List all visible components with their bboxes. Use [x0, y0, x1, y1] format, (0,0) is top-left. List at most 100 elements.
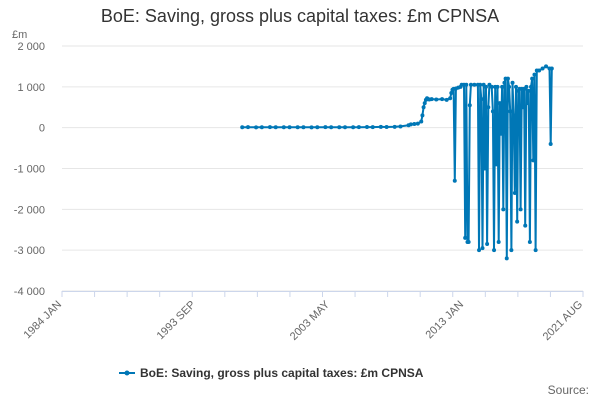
data-point[interactable]: [444, 97, 449, 102]
data-point[interactable]: [421, 105, 426, 110]
legend-label[interactable]: BoE: Saving, gross plus capital taxes: £…: [140, 366, 424, 380]
data-point[interactable]: [412, 121, 417, 126]
data-point[interactable]: [508, 109, 513, 114]
data-point[interactable]: [548, 142, 553, 146]
data-point[interactable]: [483, 84, 488, 89]
data-point[interactable]: [513, 84, 518, 89]
data-point[interactable]: [463, 235, 468, 240]
data-point[interactable]: [505, 76, 510, 81]
data-point[interactable]: [526, 88, 531, 93]
data-point[interactable]: [356, 125, 361, 130]
data-point[interactable]: [259, 125, 264, 130]
data-point[interactable]: [267, 125, 272, 130]
data-point[interactable]: [351, 125, 356, 130]
data-point[interactable]: [509, 248, 514, 253]
data-point[interactable]: [370, 125, 375, 130]
data-point[interactable]: [448, 96, 453, 101]
data-point[interactable]: [309, 125, 314, 130]
data-point[interactable]: [281, 125, 286, 130]
data-point[interactable]: [494, 162, 499, 167]
data-point[interactable]: [531, 158, 536, 163]
data-point[interactable]: [537, 68, 542, 73]
data-point[interactable]: [440, 97, 445, 102]
data-point[interactable]: [273, 125, 278, 130]
data-point[interactable]: [419, 119, 424, 124]
data-point[interactable]: [452, 178, 457, 183]
y-tick-label: 0: [39, 123, 45, 135]
data-point[interactable]: [533, 248, 538, 253]
data-point[interactable]: [464, 82, 469, 87]
data-point[interactable]: [540, 66, 545, 71]
data-point[interactable]: [245, 125, 250, 130]
data-point[interactable]: [323, 125, 328, 130]
data-point[interactable]: [472, 82, 477, 87]
data-point[interactable]: [496, 240, 501, 244]
data-point[interactable]: [485, 242, 490, 247]
data-point[interactable]: [544, 64, 549, 69]
data-point[interactable]: [524, 84, 529, 89]
data-point[interactable]: [510, 80, 515, 85]
data-point[interactable]: [479, 97, 484, 102]
data-point[interactable]: [500, 84, 505, 89]
data-point[interactable]: [301, 125, 306, 130]
legend-marker: [124, 370, 130, 376]
data-point[interactable]: [422, 101, 427, 106]
data-point[interactable]: [408, 122, 413, 127]
data-point[interactable]: [520, 105, 525, 110]
data-point[interactable]: [482, 166, 487, 171]
data-point[interactable]: [507, 84, 512, 89]
data-point[interactable]: [515, 219, 520, 224]
data-point[interactable]: [549, 66, 554, 71]
data-point[interactable]: [429, 97, 434, 102]
data-point[interactable]: [478, 82, 483, 87]
data-point[interactable]: [512, 191, 517, 195]
data-point[interactable]: [384, 125, 389, 130]
data-point[interactable]: [398, 124, 403, 129]
data-point[interactable]: [420, 113, 425, 118]
series: [240, 64, 554, 261]
data-point[interactable]: [392, 124, 397, 129]
data-point[interactable]: [480, 246, 485, 251]
data-point[interactable]: [523, 223, 528, 228]
data-point[interactable]: [415, 121, 420, 126]
data-point[interactable]: [504, 256, 509, 261]
data-point[interactable]: [468, 82, 473, 87]
y-tick-label: -1 000: [14, 164, 45, 176]
data-point[interactable]: [532, 72, 537, 77]
data-point[interactable]: [240, 125, 245, 130]
data-point[interactable]: [329, 125, 334, 130]
data-point[interactable]: [518, 207, 523, 212]
data-point[interactable]: [486, 105, 491, 110]
data-point[interactable]: [495, 84, 500, 89]
series-line[interactable]: [242, 65, 553, 260]
y-tick-label: -4 000: [14, 286, 45, 298]
data-point[interactable]: [434, 97, 439, 102]
data-point[interactable]: [530, 76, 535, 81]
data-point[interactable]: [492, 248, 497, 253]
data-point[interactable]: [511, 113, 516, 118]
data-point[interactable]: [529, 84, 534, 89]
data-point[interactable]: [477, 248, 482, 253]
data-point[interactable]: [502, 80, 507, 85]
x-tick-label: 2013 JAN: [423, 299, 466, 342]
data-point[interactable]: [287, 125, 292, 130]
data-point[interactable]: [501, 207, 506, 212]
data-point[interactable]: [525, 101, 530, 106]
data-point[interactable]: [378, 124, 383, 129]
data-point[interactable]: [449, 90, 454, 95]
data-point[interactable]: [315, 125, 320, 130]
data-point[interactable]: [490, 109, 495, 114]
data-point[interactable]: [467, 103, 472, 108]
data-point[interactable]: [254, 125, 259, 130]
legend[interactable]: BoE: Saving, gross plus capital taxes: £…: [119, 366, 424, 380]
data-point[interactable]: [497, 101, 502, 106]
data-point[interactable]: [337, 125, 342, 130]
data-point[interactable]: [489, 84, 494, 89]
data-point[interactable]: [364, 125, 369, 130]
data-point[interactable]: [527, 240, 532, 244]
data-point[interactable]: [466, 240, 471, 244]
data-point[interactable]: [343, 125, 348, 130]
data-point[interactable]: [498, 131, 503, 136]
data-point[interactable]: [295, 125, 300, 130]
